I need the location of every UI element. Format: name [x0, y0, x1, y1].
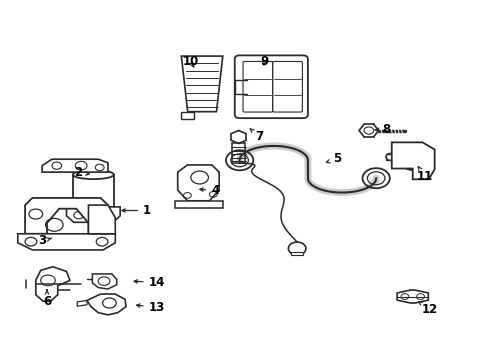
Text: 12: 12	[418, 301, 437, 316]
Text: 8: 8	[375, 123, 389, 136]
Polygon shape	[92, 274, 117, 289]
Text: 2: 2	[74, 166, 89, 179]
Polygon shape	[175, 201, 223, 208]
Polygon shape	[88, 205, 115, 234]
Text: 4: 4	[200, 184, 219, 197]
Text: 5: 5	[326, 152, 341, 165]
Text: 9: 9	[259, 55, 267, 68]
Polygon shape	[77, 301, 87, 306]
Polygon shape	[25, 198, 108, 234]
FancyBboxPatch shape	[272, 62, 302, 112]
Bar	[88, 159, 98, 164]
Text: 11: 11	[416, 167, 432, 183]
Text: 14: 14	[134, 276, 164, 289]
Text: 7: 7	[249, 129, 263, 144]
Polygon shape	[181, 112, 193, 119]
Polygon shape	[181, 56, 223, 112]
Text: 1: 1	[122, 204, 151, 217]
Bar	[419, 162, 427, 171]
Polygon shape	[177, 165, 219, 201]
Ellipse shape	[73, 170, 114, 179]
Text: 13: 13	[136, 301, 164, 314]
Polygon shape	[36, 267, 70, 301]
Text: 3: 3	[38, 234, 52, 247]
Polygon shape	[396, 290, 427, 303]
Bar	[291, 252, 303, 255]
Polygon shape	[66, 207, 120, 222]
Polygon shape	[18, 234, 115, 250]
Text: 10: 10	[183, 55, 199, 68]
Polygon shape	[42, 159, 108, 172]
FancyBboxPatch shape	[234, 55, 307, 118]
Text: 6: 6	[43, 290, 51, 309]
FancyBboxPatch shape	[243, 62, 272, 112]
Polygon shape	[87, 294, 126, 315]
Bar	[385, 154, 397, 159]
Polygon shape	[391, 142, 434, 179]
Bar	[85, 164, 101, 172]
Bar	[73, 175, 114, 207]
